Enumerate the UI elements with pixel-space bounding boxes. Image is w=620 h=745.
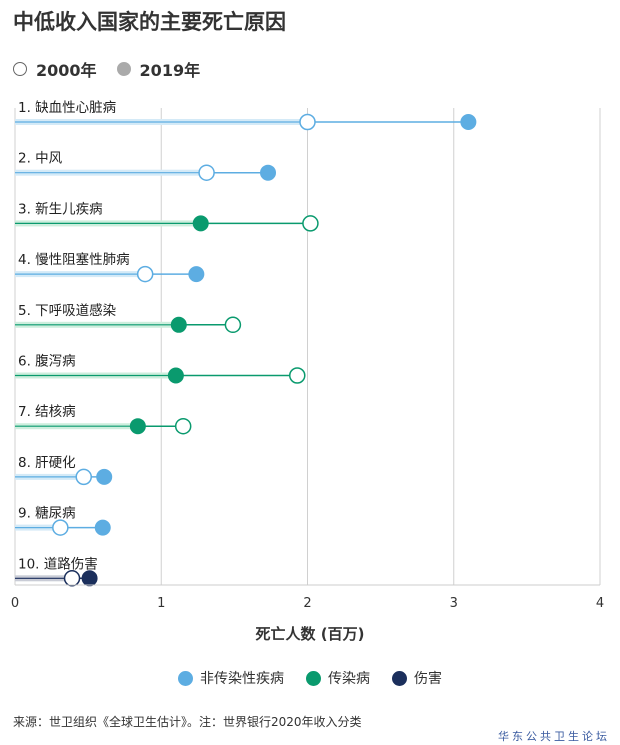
marker-2000 xyxy=(63,570,81,587)
watermark-logo: 华东公共卫生论坛 xyxy=(498,730,610,743)
category-label: 2. 中风 xyxy=(18,151,63,167)
marker-2019 xyxy=(96,468,113,485)
marker-2019 xyxy=(460,114,477,130)
chart-title: 中低收入国家的主要死亡原因 xyxy=(13,10,286,34)
marker-2000 xyxy=(52,519,69,536)
source-note: 来源：世卫组织《全球卫生估计》。注：世界银行2020年收入分类 xyxy=(13,715,362,729)
category-label: 10. 道路伤害 xyxy=(18,556,98,572)
marker-2019 xyxy=(81,570,98,587)
category-label: 3. 新生儿疾病 xyxy=(18,201,103,217)
category-legend: 非传染性疾病 传染病 伤害 xyxy=(0,667,620,689)
marker-2000 xyxy=(75,468,92,486)
marker-2000 xyxy=(224,316,242,334)
category-label: 4. 慢性阻塞性肺病 xyxy=(18,251,130,268)
x-axis-label: 死亡人数 (百万) xyxy=(256,625,365,643)
marker-2019 xyxy=(192,215,209,232)
legend-label-noncommunicable: 非传染性疾病 xyxy=(200,671,284,687)
marker-2019 xyxy=(188,266,205,283)
marker-2000 xyxy=(136,265,154,283)
x-tick-label: 0 xyxy=(11,596,19,611)
marker-2019 xyxy=(260,164,277,181)
filled-circle-icon xyxy=(116,62,131,76)
marker-2000 xyxy=(174,417,192,435)
x-tick-label: 3 xyxy=(450,596,458,611)
marker-2019 xyxy=(129,418,146,435)
x-tick-label: 1 xyxy=(157,596,165,611)
injury-swatch-icon xyxy=(392,670,407,686)
marker-2019 xyxy=(94,519,111,536)
category-label: 9. 糖尿病 xyxy=(18,506,76,522)
x-tick-label: 2 xyxy=(303,596,311,611)
marker-2019 xyxy=(167,367,184,384)
legend-label-2000: 2000年 xyxy=(36,61,97,80)
legend-item-noncommunicable: 非传染性疾病 xyxy=(178,668,284,688)
noncommunicable-swatch-icon xyxy=(178,670,193,686)
year-legend: 2000年 2019年 xyxy=(13,58,200,80)
dumbbell-chart: 0 1 2 3 4 1. 缺血性心脏病 2. 中风 3. 新生儿疾病 4. 慢性阻塞性肺病 5. … xyxy=(11,100,604,643)
legend-item-2019: 2019年 xyxy=(116,57,201,81)
marker-2000 xyxy=(302,215,319,232)
category-label: 6. 腹泻病 xyxy=(18,353,76,370)
x-tick-label: 4 xyxy=(596,596,604,611)
category-label: 7. 结核病 xyxy=(18,404,76,420)
legend-item-injury: 伤害 xyxy=(392,668,442,688)
legend-label-communicable: 传染病 xyxy=(328,671,370,687)
category-label: 5. 下呼吸道感染 xyxy=(18,302,117,319)
legend-item-2000: 2000年 xyxy=(13,57,97,81)
marker-2000 xyxy=(198,164,215,181)
marker-2000 xyxy=(289,367,306,384)
category-label: 8. 肝硬化 xyxy=(18,455,76,471)
marker-2000 xyxy=(299,113,316,131)
legend-label-injury: 伤害 xyxy=(414,671,442,687)
category-label: 1. 缺血性心脏病 xyxy=(18,100,116,116)
legend-label-2019: 2019年 xyxy=(139,61,201,80)
open-circle-icon xyxy=(13,62,27,76)
communicable-swatch-icon xyxy=(306,670,321,686)
marker-2019 xyxy=(170,316,187,333)
legend-item-communicable: 传染病 xyxy=(306,668,370,688)
